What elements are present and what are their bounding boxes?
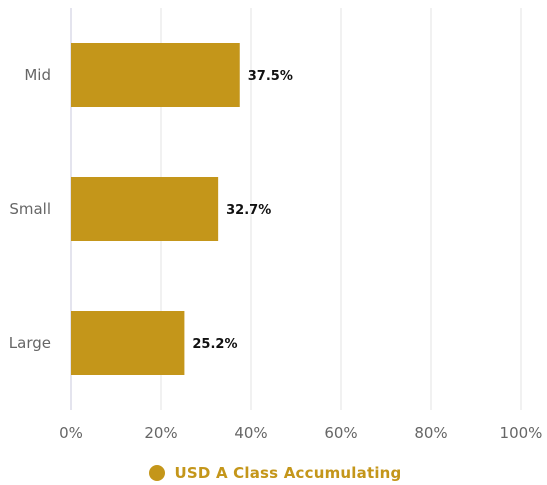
data-label: 32.7% (226, 203, 271, 218)
y-axis-labels: Mid Small Large (9, 66, 51, 352)
bar[interactable] (71, 311, 185, 375)
y-category-label: Large (9, 334, 51, 352)
bars (71, 43, 240, 375)
x-tick-label: 100% (500, 424, 543, 442)
x-tick-label: 60% (324, 424, 357, 442)
legend-marker-icon (149, 465, 166, 481)
legend-item[interactable]: USD A Class Accumulating (149, 464, 401, 482)
x-tick-label: 80% (414, 424, 447, 442)
x-tick-label: 0% (59, 424, 83, 442)
y-category-label: Mid (24, 66, 51, 84)
bar-chart: 37.5% 32.7% 25.2% Mid Small Large 0% 20% 40% 60… (9, 8, 542, 442)
x-tick-label: 40% (234, 424, 267, 442)
data-label: 25.2% (192, 337, 237, 352)
bar[interactable] (71, 43, 240, 107)
bar[interactable] (71, 177, 219, 241)
x-tick-label: 20% (144, 424, 177, 442)
x-axis-tick-labels: 0% 20% 40% 60% 80% 100% (59, 424, 542, 442)
data-label: 37.5% (248, 69, 293, 84)
y-category-label: Small (9, 200, 51, 218)
legend-label: USD A Class Accumulating (174, 464, 402, 482)
data-labels: 37.5% 32.7% 25.2% (192, 69, 292, 352)
legend: USD A Class Accumulating (0, 462, 547, 484)
